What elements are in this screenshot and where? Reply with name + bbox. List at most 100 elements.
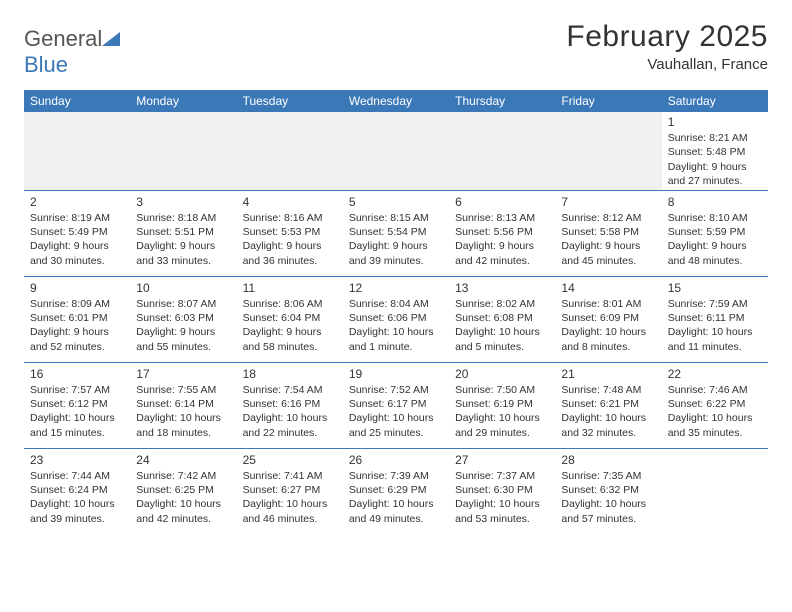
calendar-cell: 17Sunrise: 7:55 AMSunset: 6:14 PMDayligh… — [130, 362, 236, 448]
calendar-cell: 12Sunrise: 8:04 AMSunset: 6:06 PMDayligh… — [343, 276, 449, 362]
daylight-text: Daylight: 10 hours and 53 minutes. — [455, 497, 549, 525]
sunrise-text: Sunrise: 8:09 AM — [30, 297, 124, 311]
sunrise-text: Sunrise: 7:48 AM — [561, 383, 655, 397]
sunset-text: Sunset: 5:54 PM — [349, 225, 443, 239]
day-number: 22 — [668, 366, 762, 382]
sunrise-text: Sunrise: 7:54 AM — [243, 383, 337, 397]
sunrise-text: Sunrise: 8:15 AM — [349, 211, 443, 225]
daylight-text: Daylight: 10 hours and 32 minutes. — [561, 411, 655, 439]
calendar-cell: 4Sunrise: 8:16 AMSunset: 5:53 PMDaylight… — [237, 190, 343, 276]
calendar-cell: 9Sunrise: 8:09 AMSunset: 6:01 PMDaylight… — [24, 276, 130, 362]
calendar-cell: 23Sunrise: 7:44 AMSunset: 6:24 PMDayligh… — [24, 448, 130, 534]
sunset-text: Sunset: 6:08 PM — [455, 311, 549, 325]
daylight-text: Daylight: 10 hours and 15 minutes. — [30, 411, 124, 439]
location-subtitle: Vauhallan, France — [566, 56, 768, 73]
sunset-text: Sunset: 6:32 PM — [561, 483, 655, 497]
daylight-text: Daylight: 10 hours and 29 minutes. — [455, 411, 549, 439]
day-header: Thursday — [449, 90, 555, 112]
daylight-text: Daylight: 10 hours and 11 minutes. — [668, 325, 762, 353]
sunrise-text: Sunrise: 7:37 AM — [455, 469, 549, 483]
daylight-text: Daylight: 9 hours and 48 minutes. — [668, 239, 762, 267]
month-title: February 2025 — [566, 20, 768, 54]
day-number: 13 — [455, 280, 549, 296]
sunrise-text: Sunrise: 7:42 AM — [136, 469, 230, 483]
calendar-week-row: 2Sunrise: 8:19 AMSunset: 5:49 PMDaylight… — [24, 190, 768, 276]
sunset-text: Sunset: 6:29 PM — [349, 483, 443, 497]
sunset-text: Sunset: 6:09 PM — [561, 311, 655, 325]
day-number: 1 — [668, 114, 762, 130]
daylight-text: Daylight: 9 hours and 30 minutes. — [30, 239, 124, 267]
logo-text: General Blue — [24, 26, 120, 78]
sunrise-text: Sunrise: 7:52 AM — [349, 383, 443, 397]
sunrise-text: Sunrise: 7:50 AM — [455, 383, 549, 397]
calendar-cell: 24Sunrise: 7:42 AMSunset: 6:25 PMDayligh… — [130, 448, 236, 534]
sunrise-text: Sunrise: 8:10 AM — [668, 211, 762, 225]
calendar-cell: 2Sunrise: 8:19 AMSunset: 5:49 PMDaylight… — [24, 190, 130, 276]
day-number: 7 — [561, 194, 655, 210]
day-header: Friday — [555, 90, 661, 112]
daylight-text: Daylight: 10 hours and 25 minutes. — [349, 411, 443, 439]
sunrise-text: Sunrise: 8:12 AM — [561, 211, 655, 225]
calendar-cell: 28Sunrise: 7:35 AMSunset: 6:32 PMDayligh… — [555, 448, 661, 534]
sunset-text: Sunset: 6:21 PM — [561, 397, 655, 411]
sunrise-text: Sunrise: 7:59 AM — [668, 297, 762, 311]
daylight-text: Daylight: 10 hours and 8 minutes. — [561, 325, 655, 353]
day-number: 20 — [455, 366, 549, 382]
calendar-cell — [555, 112, 661, 190]
logo-word1: General — [24, 26, 102, 51]
sunset-text: Sunset: 5:49 PM — [30, 225, 124, 239]
calendar-cell: 3Sunrise: 8:18 AMSunset: 5:51 PMDaylight… — [130, 190, 236, 276]
day-number: 25 — [243, 452, 337, 468]
daylight-text: Daylight: 10 hours and 1 minute. — [349, 325, 443, 353]
day-number: 2 — [30, 194, 124, 210]
daylight-text: Daylight: 9 hours and 45 minutes. — [561, 239, 655, 267]
day-number: 6 — [455, 194, 549, 210]
day-number: 16 — [30, 366, 124, 382]
day-number: 18 — [243, 366, 337, 382]
day-number: 28 — [561, 452, 655, 468]
sunrise-text: Sunrise: 7:41 AM — [243, 469, 337, 483]
day-number: 10 — [136, 280, 230, 296]
sunset-text: Sunset: 6:14 PM — [136, 397, 230, 411]
calendar-cell: 26Sunrise: 7:39 AMSunset: 6:29 PMDayligh… — [343, 448, 449, 534]
calendar-cell — [130, 112, 236, 190]
sunset-text: Sunset: 6:22 PM — [668, 397, 762, 411]
calendar-cell: 8Sunrise: 8:10 AMSunset: 5:59 PMDaylight… — [662, 190, 768, 276]
calendar-cell: 22Sunrise: 7:46 AMSunset: 6:22 PMDayligh… — [662, 362, 768, 448]
sunset-text: Sunset: 6:25 PM — [136, 483, 230, 497]
daylight-text: Daylight: 9 hours and 55 minutes. — [136, 325, 230, 353]
day-number: 15 — [668, 280, 762, 296]
daylight-text: Daylight: 9 hours and 33 minutes. — [136, 239, 230, 267]
sunrise-text: Sunrise: 8:06 AM — [243, 297, 337, 311]
day-number: 3 — [136, 194, 230, 210]
sunset-text: Sunset: 6:19 PM — [455, 397, 549, 411]
daylight-text: Daylight: 9 hours and 42 minutes. — [455, 239, 549, 267]
day-number: 19 — [349, 366, 443, 382]
day-number: 4 — [243, 194, 337, 210]
day-header: Monday — [130, 90, 236, 112]
sunset-text: Sunset: 6:11 PM — [668, 311, 762, 325]
day-number: 17 — [136, 366, 230, 382]
sunset-text: Sunset: 5:59 PM — [668, 225, 762, 239]
sunset-text: Sunset: 5:53 PM — [243, 225, 337, 239]
calendar-page: General Blue February 2025 Vauhallan, Fr… — [0, 0, 792, 554]
sunset-text: Sunset: 6:17 PM — [349, 397, 443, 411]
calendar-table: Sunday Monday Tuesday Wednesday Thursday… — [24, 90, 768, 534]
sunrise-text: Sunrise: 8:02 AM — [455, 297, 549, 311]
sunrise-text: Sunrise: 7:35 AM — [561, 469, 655, 483]
logo: General Blue — [24, 20, 120, 78]
page-header: General Blue February 2025 Vauhallan, Fr… — [24, 20, 768, 78]
calendar-header-row: Sunday Monday Tuesday Wednesday Thursday… — [24, 90, 768, 112]
sunrise-text: Sunrise: 8:18 AM — [136, 211, 230, 225]
sunrise-text: Sunrise: 8:13 AM — [455, 211, 549, 225]
calendar-cell: 19Sunrise: 7:52 AMSunset: 6:17 PMDayligh… — [343, 362, 449, 448]
calendar-cell: 11Sunrise: 8:06 AMSunset: 6:04 PMDayligh… — [237, 276, 343, 362]
calendar-cell: 15Sunrise: 7:59 AMSunset: 6:11 PMDayligh… — [662, 276, 768, 362]
sunset-text: Sunset: 6:06 PM — [349, 311, 443, 325]
sunset-text: Sunset: 6:01 PM — [30, 311, 124, 325]
daylight-text: Daylight: 10 hours and 39 minutes. — [30, 497, 124, 525]
calendar-cell: 1Sunrise: 8:21 AMSunset: 5:48 PMDaylight… — [662, 112, 768, 190]
day-number: 26 — [349, 452, 443, 468]
calendar-cell — [343, 112, 449, 190]
calendar-body: 1Sunrise: 8:21 AMSunset: 5:48 PMDaylight… — [24, 112, 768, 534]
